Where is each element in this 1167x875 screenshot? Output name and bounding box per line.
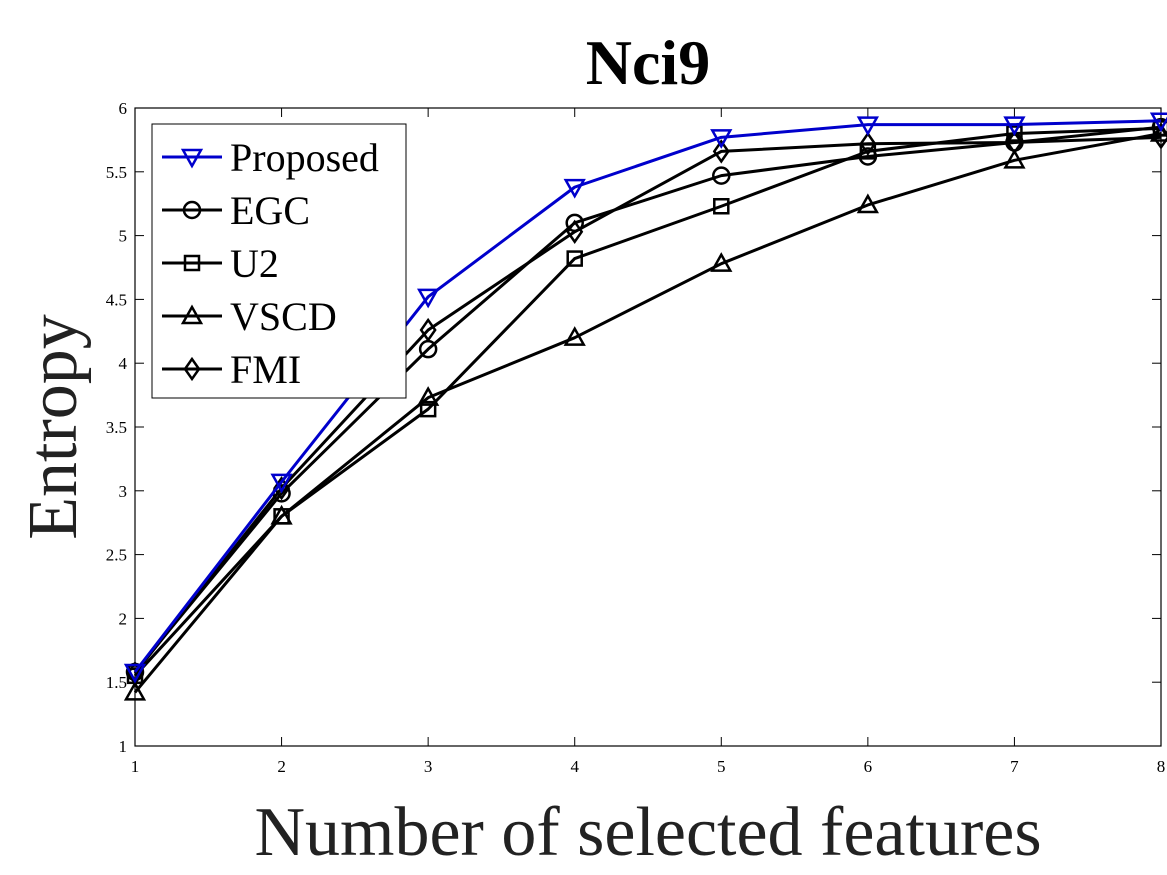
series-line-u2 bbox=[133, 126, 1162, 677]
legend-box bbox=[151, 123, 407, 399]
legend-marker bbox=[182, 200, 202, 220]
legend-label: U2 bbox=[230, 241, 279, 286]
data-point-u2 bbox=[566, 250, 583, 267]
legend-item-proposed: Proposed bbox=[162, 135, 379, 180]
data-point-proposed bbox=[1003, 116, 1026, 137]
data-point-egc bbox=[858, 147, 878, 166]
x-axis-label: Number of selected features bbox=[254, 794, 1041, 871]
legend-marker bbox=[183, 356, 201, 382]
data-point-vscd bbox=[1003, 148, 1026, 169]
legend-item-u2: U2 bbox=[162, 241, 279, 286]
data-point-proposed bbox=[710, 129, 733, 149]
legend-label: FMI bbox=[230, 347, 301, 392]
legend-label: VSCD bbox=[230, 294, 337, 339]
y-tick-label: 2 bbox=[119, 609, 128, 628]
data-point-egc bbox=[565, 213, 584, 233]
legend-marker bbox=[183, 254, 201, 272]
data-point-vscd bbox=[563, 326, 586, 346]
data-point-fmi bbox=[712, 139, 730, 164]
legend: Proposed EGC U2 VSCD FMI bbox=[151, 123, 407, 399]
legend-label: Proposed bbox=[230, 135, 379, 180]
legend-label: EGC bbox=[230, 188, 310, 233]
x-axis: 1 2 3 4 5 6 7 8 bbox=[131, 108, 1166, 776]
x-tick-label: 7 bbox=[1010, 757, 1019, 776]
legend-entries: Proposed EGC U2 VSCD FMI bbox=[162, 135, 379, 392]
y-tick-label: 4.5 bbox=[106, 290, 127, 309]
series-egc bbox=[125, 117, 1167, 682]
y-tick-label: 3 bbox=[119, 482, 128, 501]
y-tick-label: 5 bbox=[119, 227, 128, 246]
data-point-egc bbox=[712, 166, 731, 185]
data-point-u2 bbox=[419, 400, 437, 418]
x-tick-label: 3 bbox=[424, 757, 433, 776]
data-point-proposed bbox=[1149, 112, 1167, 133]
y-tick-label: 1.5 bbox=[106, 673, 127, 692]
legend-marker bbox=[180, 304, 204, 325]
legend-item-fmi: FMI bbox=[162, 347, 301, 392]
series-line-vscd bbox=[133, 132, 1162, 694]
y-tick-label: 1 bbox=[119, 737, 128, 756]
legend-marker bbox=[180, 148, 204, 169]
y-tick-label: 4 bbox=[119, 354, 128, 373]
data-point-proposed bbox=[270, 473, 293, 494]
x-tick-label: 6 bbox=[864, 757, 873, 776]
data-point-proposed bbox=[856, 116, 879, 137]
data-point-egc bbox=[1151, 117, 1167, 137]
chart-title: Nci9 bbox=[586, 27, 710, 98]
data-point-proposed bbox=[417, 288, 440, 309]
series-layer bbox=[123, 112, 1167, 701]
y-tick-label: 2.5 bbox=[106, 546, 127, 565]
data-point-vscd bbox=[710, 252, 733, 272]
legend-item-vscd: VSCD bbox=[162, 294, 337, 339]
y-axis-label: Entropy bbox=[15, 314, 92, 540]
data-point-fmi bbox=[859, 131, 877, 156]
x-tick-label: 5 bbox=[717, 757, 726, 776]
data-point-u2 bbox=[713, 198, 730, 215]
series-line-fmi bbox=[133, 135, 1162, 675]
data-point-u2 bbox=[1006, 125, 1023, 142]
x-tick-label: 4 bbox=[570, 757, 579, 776]
y-tick-label: 3.5 bbox=[106, 418, 127, 437]
x-tick-label: 1 bbox=[131, 757, 140, 776]
series-proposed bbox=[123, 112, 1167, 684]
data-point-u2 bbox=[273, 508, 290, 525]
series-line-proposed bbox=[133, 119, 1162, 673]
legend-item-egc: EGC bbox=[162, 188, 310, 233]
y-tick-label: 6 bbox=[119, 99, 128, 118]
data-point-vscd bbox=[417, 386, 440, 406]
series-line-egc bbox=[133, 125, 1162, 673]
y-axis: 1 1.5 2 2.5 3 3.5 4 4.5 5 5.5 6 bbox=[106, 99, 1161, 756]
x-tick-label: 8 bbox=[1157, 757, 1166, 776]
y-tick-label: 5.5 bbox=[106, 163, 127, 182]
x-tick-label: 2 bbox=[277, 757, 286, 776]
data-point-vscd bbox=[123, 680, 147, 701]
data-point-egc bbox=[418, 339, 438, 359]
data-point-proposed bbox=[123, 663, 147, 684]
data-point-vscd bbox=[856, 193, 879, 214]
data-point-proposed bbox=[563, 178, 586, 199]
